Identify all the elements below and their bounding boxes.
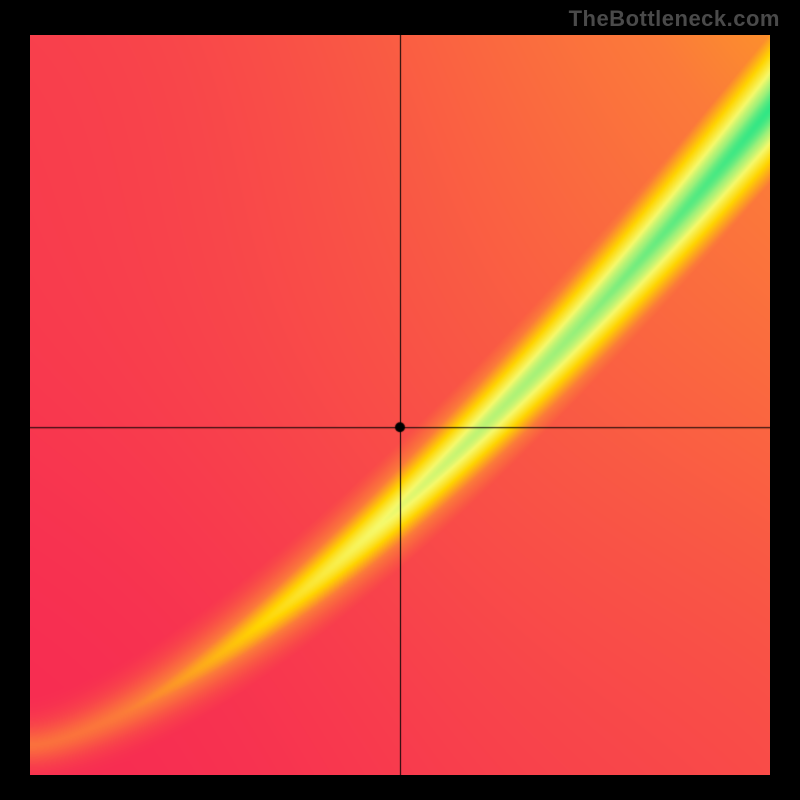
bottleneck-heatmap — [30, 35, 770, 775]
chart-container: TheBottleneck.com — [0, 0, 800, 800]
watermark-text: TheBottleneck.com — [569, 6, 780, 32]
